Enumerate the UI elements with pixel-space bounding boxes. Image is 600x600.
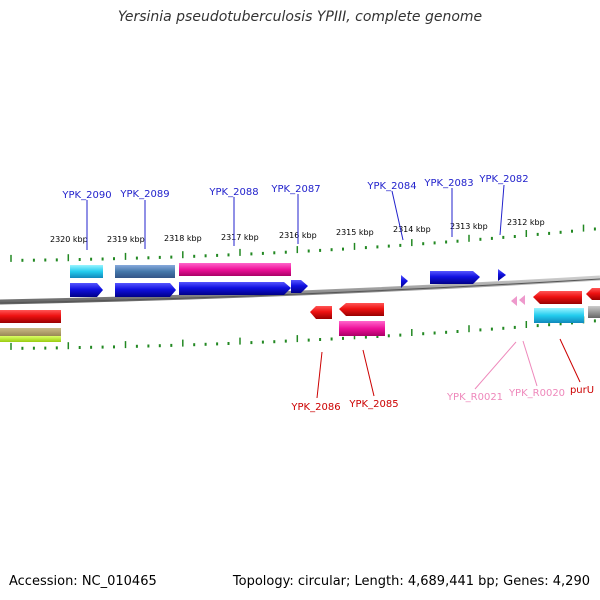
label-leaders-bottom [316,338,581,399]
gene-label-YPK_R0021[interactable]: YPK_R0021 [446,392,503,403]
gene-function-box [534,308,584,323]
cds-arrow-plus[interactable] [70,283,103,297]
gene-function-box [339,321,385,336]
gene-label-YPK_2082[interactable]: YPK_2082 [478,174,528,185]
cds-arrow-plus[interactable] [179,282,291,295]
cds-arrow-plus[interactable] [115,283,176,297]
cds-arrow-plus[interactable] [401,275,408,288]
cds-arrow-minus[interactable] [310,306,332,319]
gene-function-box [179,263,291,276]
gene-function-box [588,306,600,318]
rrna-arrow[interactable] [519,295,525,305]
gene-function-box [115,265,175,278]
gene-function-box [0,336,61,342]
scale-label: 2314 kbp [393,225,431,234]
rrna-arrow[interactable] [511,296,517,306]
cds-arrow-minus[interactable] [0,310,61,323]
cds-arrow-minus[interactable] [586,288,600,300]
scale-ticks-bottom [10,316,596,350]
gene-function-box [0,328,61,336]
accession-text: Accession: NC_010465 [9,574,157,589]
scale-label: 2313 kbp [450,222,488,231]
cds-arrow-plus[interactable] [291,280,308,293]
scale-label: 2318 kbp [164,234,202,243]
scale-label: 2317 kbp [221,233,259,242]
gene-function-box [70,265,103,278]
scale-ticks-top [10,224,596,262]
gene-label-purU[interactable]: purU [570,385,594,396]
gene-label-YPK_2085[interactable]: YPK_2085 [348,399,398,410]
gene-label-YPK_2089[interactable]: YPK_2089 [119,189,169,200]
gene-label-YPK_2086[interactable]: YPK_2086 [290,402,340,413]
gene-label-YPK_2090[interactable]: YPK_2090 [61,190,111,201]
map-title: Yersinia pseudotuberculosis YPIII, compl… [117,9,483,25]
label-leaders-top [86,184,505,250]
scale-label: 2312 kbp [507,218,545,227]
cds-arrow-minus[interactable] [533,291,582,304]
gene-label-YPK_R0020[interactable]: YPK_R0020 [508,388,565,399]
gene-label-YPK_2083[interactable]: YPK_2083 [423,178,473,189]
scale-label: 2320 kbp [50,235,88,244]
cds-arrow-minus[interactable] [339,303,384,316]
gene-label-YPK_2084[interactable]: YPK_2084 [366,181,416,192]
scale-label: 2319 kbp [107,235,145,244]
cds-arrow-plus[interactable] [498,269,506,281]
gene-label-YPK_2087[interactable]: YPK_2087 [270,184,320,195]
cds-arrow-plus[interactable] [430,271,480,284]
scale-label: 2315 kbp [336,228,374,237]
topology-text: Topology: circular; Length: 4,689,441 bp… [232,574,590,589]
gene-label-YPK_2088[interactable]: YPK_2088 [208,187,258,198]
